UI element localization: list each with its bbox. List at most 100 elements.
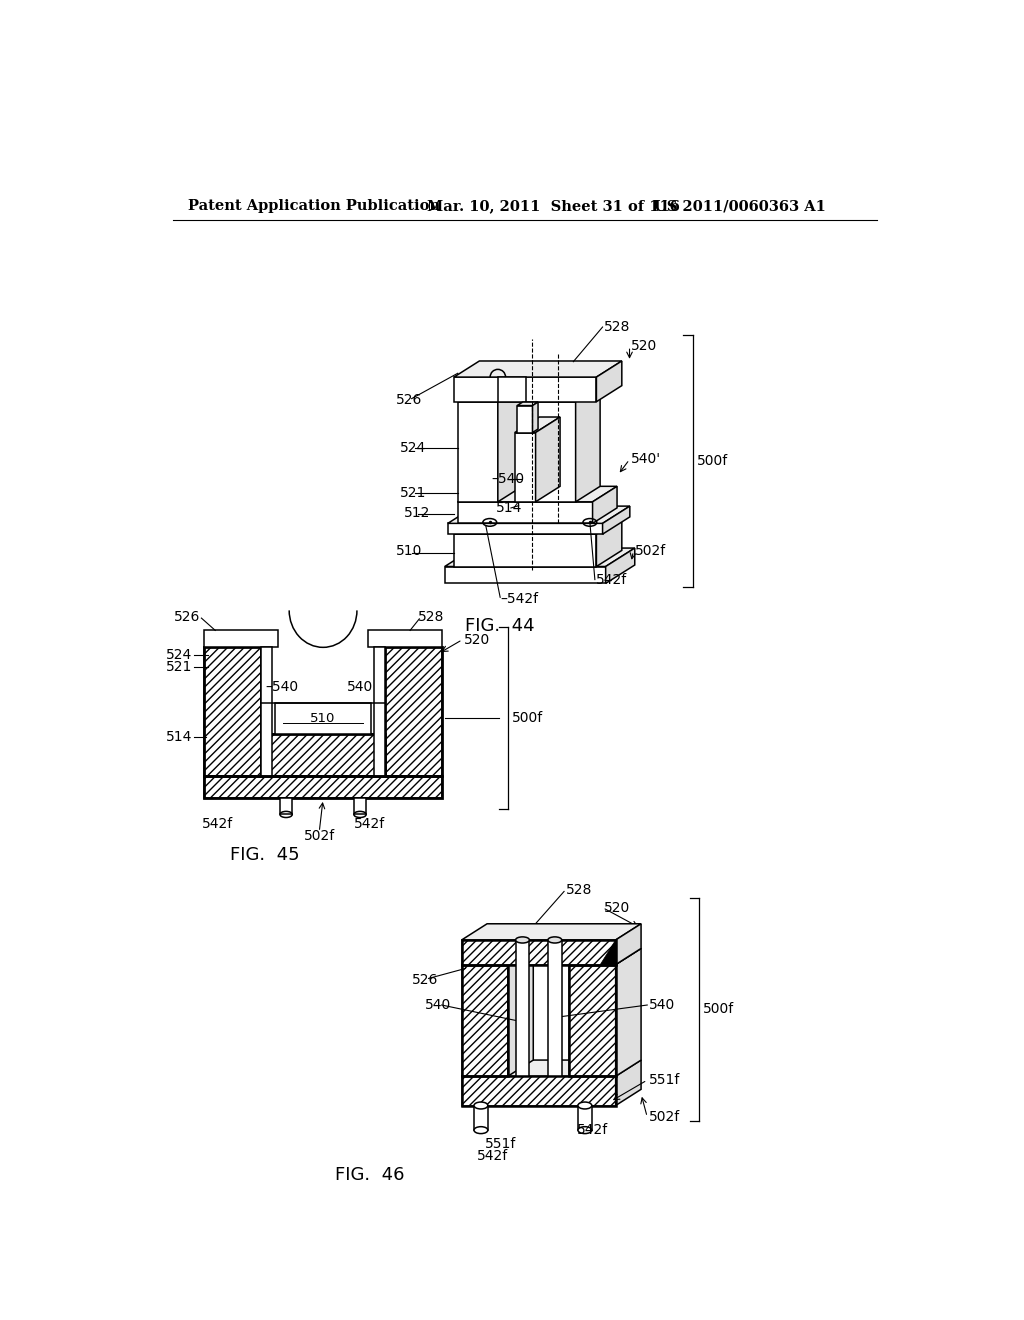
Text: 542f: 542f <box>354 817 385 832</box>
Text: 500f: 500f <box>512 710 543 725</box>
Text: –540: –540 <box>265 680 298 694</box>
Polygon shape <box>385 647 442 776</box>
Polygon shape <box>532 403 538 433</box>
Polygon shape <box>444 548 635 566</box>
Polygon shape <box>454 360 622 378</box>
Text: 551f: 551f <box>484 1137 516 1151</box>
Polygon shape <box>462 1076 615 1106</box>
Text: 542f: 542f <box>578 1123 608 1137</box>
Polygon shape <box>536 417 560 502</box>
Text: US 2011/0060363 A1: US 2011/0060363 A1 <box>654 199 826 213</box>
Polygon shape <box>280 797 292 814</box>
Text: 502f: 502f <box>649 1110 680 1125</box>
Text: 528: 528 <box>604 319 631 334</box>
Polygon shape <box>462 949 534 965</box>
Text: FIG.  45: FIG. 45 <box>230 846 300 865</box>
Text: 524: 524 <box>166 648 193 663</box>
Text: 502f: 502f <box>303 829 335 843</box>
Text: 510: 510 <box>310 711 336 725</box>
Text: 542f: 542f <box>596 573 628 586</box>
Polygon shape <box>569 965 615 1076</box>
Text: 526: 526 <box>173 610 200 623</box>
Polygon shape <box>517 403 538 405</box>
Polygon shape <box>454 517 622 535</box>
Ellipse shape <box>578 1127 592 1134</box>
Text: 540: 540 <box>347 680 373 694</box>
Polygon shape <box>575 387 600 502</box>
Text: 526: 526 <box>396 393 423 407</box>
Ellipse shape <box>474 1102 487 1109</box>
Polygon shape <box>368 631 442 647</box>
Text: 528: 528 <box>565 883 592 896</box>
Ellipse shape <box>474 1127 487 1134</box>
Text: 542f: 542f <box>202 817 233 832</box>
Text: 526: 526 <box>412 973 438 987</box>
Text: 521: 521 <box>400 486 426 499</box>
Text: –540: –540 <box>492 471 525 486</box>
Text: 524: 524 <box>400 441 426 455</box>
Text: 510: 510 <box>396 544 423 558</box>
Ellipse shape <box>578 1102 592 1109</box>
Polygon shape <box>458 486 617 502</box>
Polygon shape <box>454 378 596 401</box>
Polygon shape <box>354 797 367 814</box>
Text: 540: 540 <box>649 998 675 1012</box>
Polygon shape <box>593 486 617 524</box>
Polygon shape <box>458 401 498 502</box>
Polygon shape <box>515 433 536 502</box>
Polygon shape <box>515 417 560 433</box>
Polygon shape <box>204 776 442 797</box>
Text: –542f: –542f <box>500 591 539 606</box>
Polygon shape <box>498 378 526 401</box>
Polygon shape <box>605 548 635 583</box>
Text: 540: 540 <box>425 998 451 1012</box>
Polygon shape <box>498 387 522 502</box>
Polygon shape <box>447 506 630 524</box>
Text: 502f: 502f <box>635 544 667 558</box>
Polygon shape <box>454 535 596 566</box>
Text: Mar. 10, 2011  Sheet 31 of 116: Mar. 10, 2011 Sheet 31 of 116 <box>427 199 680 213</box>
Polygon shape <box>261 647 272 776</box>
Polygon shape <box>374 647 385 776</box>
Polygon shape <box>536 387 600 401</box>
Text: 540': 540' <box>631 453 662 466</box>
Text: FIG.  46: FIG. 46 <box>335 1166 404 1184</box>
Polygon shape <box>515 940 529 1076</box>
Polygon shape <box>204 647 261 776</box>
Polygon shape <box>600 940 615 965</box>
Text: 520: 520 <box>631 339 657 354</box>
Ellipse shape <box>515 937 529 942</box>
Text: 520: 520 <box>604 900 631 915</box>
Text: Patent Application Publication: Patent Application Publication <box>188 199 440 213</box>
Polygon shape <box>548 940 562 1076</box>
Polygon shape <box>462 1060 641 1076</box>
Polygon shape <box>578 1106 592 1130</box>
Polygon shape <box>536 401 575 502</box>
Text: 514: 514 <box>496 502 522 515</box>
Polygon shape <box>204 631 279 647</box>
Text: 521: 521 <box>166 660 193 673</box>
Text: 500f: 500f <box>696 454 728 469</box>
Polygon shape <box>462 965 508 1076</box>
Text: FIG.  44: FIG. 44 <box>465 616 535 635</box>
Text: 514: 514 <box>166 730 193 744</box>
Polygon shape <box>615 949 641 1076</box>
Polygon shape <box>596 360 622 401</box>
Polygon shape <box>458 387 522 401</box>
Text: 542f: 542f <box>477 1148 508 1163</box>
Text: 528: 528 <box>418 610 444 623</box>
Polygon shape <box>444 566 605 583</box>
Polygon shape <box>261 734 385 776</box>
Polygon shape <box>615 1060 641 1106</box>
Polygon shape <box>508 949 534 1076</box>
Polygon shape <box>596 517 622 566</box>
Polygon shape <box>602 506 630 535</box>
Polygon shape <box>517 405 532 433</box>
Polygon shape <box>275 702 371 734</box>
Polygon shape <box>569 949 641 965</box>
Ellipse shape <box>548 937 562 942</box>
Polygon shape <box>458 502 593 524</box>
Text: 551f: 551f <box>649 1073 680 1088</box>
Polygon shape <box>615 924 641 965</box>
Text: 500f: 500f <box>702 1002 734 1016</box>
